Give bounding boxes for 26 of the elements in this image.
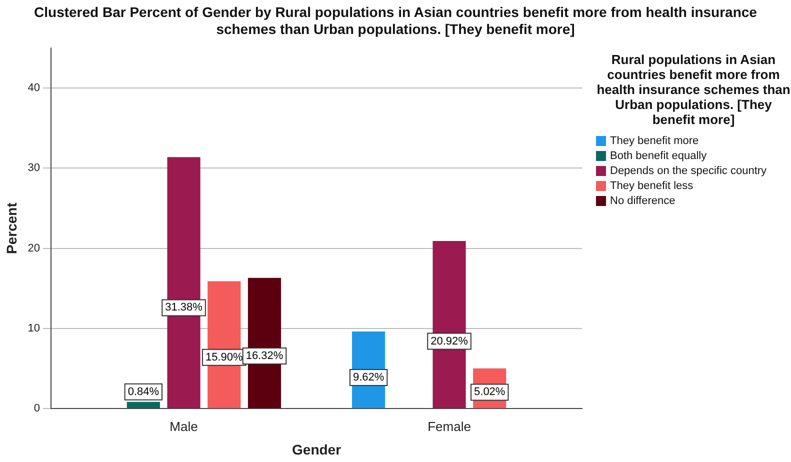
data-label: 31.38% xyxy=(165,302,203,314)
chart-title: Clustered Bar Percent of Gender by Rural populations in Asian countries benefit more from health insurance schemes than Urban populations. [They benefit more] xyxy=(33,3,758,38)
y-tick-label: 10 xyxy=(28,322,40,334)
bar xyxy=(126,402,160,408)
legend-label: Depends on the specific country xyxy=(610,164,767,176)
legend-label: Both benefit equally xyxy=(610,150,707,162)
x-tick-label: Female xyxy=(428,418,471,434)
y-tick-label: 40 xyxy=(28,82,40,94)
y-tick-label: 20 xyxy=(28,242,40,254)
data-label: 15.90% xyxy=(205,351,243,364)
bar xyxy=(167,157,200,408)
bar xyxy=(432,240,466,408)
data-label: 20.92% xyxy=(430,335,468,348)
legend-label: They benefit less xyxy=(610,180,694,192)
data-label: 0.84% xyxy=(128,386,160,398)
legend-label: No difference xyxy=(610,194,676,206)
legend-label: They benefit more xyxy=(610,134,699,146)
x-tick-label: Male xyxy=(170,418,198,434)
y-tick-label: 30 xyxy=(28,162,40,174)
data-label: 9.62% xyxy=(352,371,384,384)
data-label: 16.32% xyxy=(246,350,284,362)
y-tick-label: 0 xyxy=(34,402,40,415)
data-label: 5.02% xyxy=(474,386,506,398)
y-axis-title: Percent xyxy=(3,202,20,254)
x-axis-title: Gender xyxy=(292,441,342,458)
legend-title: Rural populations in Asian countries benefit more from health insurance schemes than Urban populations. [They benefit more] xyxy=(596,52,791,127)
